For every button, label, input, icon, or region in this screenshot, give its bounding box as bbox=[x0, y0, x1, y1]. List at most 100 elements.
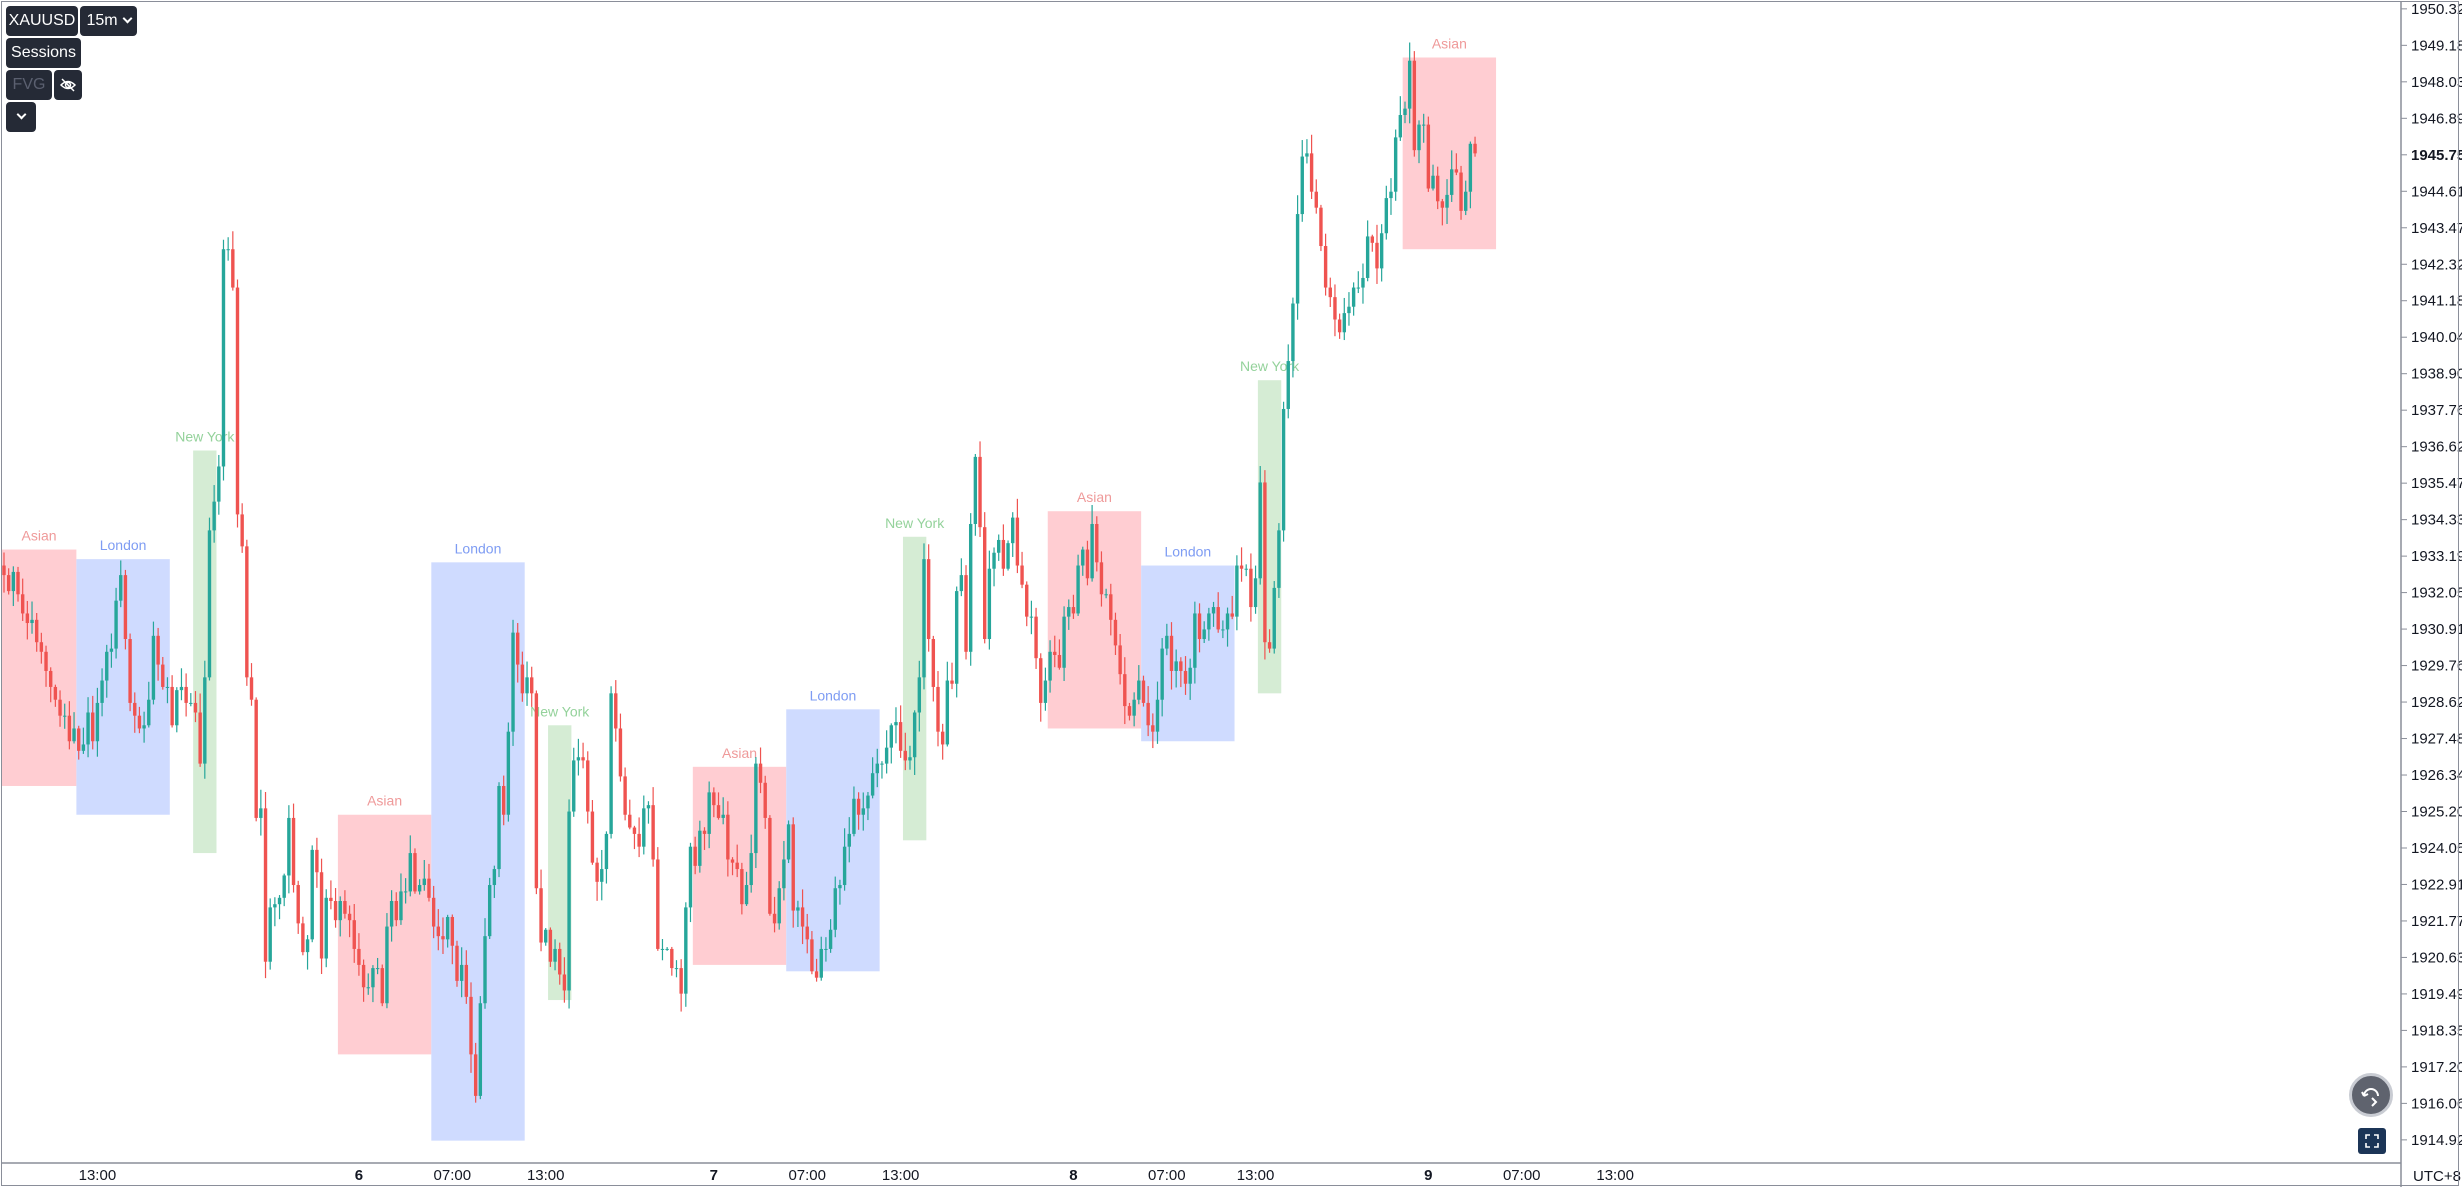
hide-indicator-button[interactable] bbox=[54, 70, 82, 100]
session-box-london bbox=[1141, 565, 1235, 742]
candle-body bbox=[534, 693, 539, 889]
candle bbox=[530, 666, 534, 707]
candle-body bbox=[964, 575, 968, 652]
price-tick-label: 1934.336 bbox=[2411, 512, 2462, 529]
price-tick-label: 1929.769 bbox=[2411, 658, 2462, 675]
candle-body bbox=[1067, 607, 1071, 617]
candle-body bbox=[1403, 108, 1407, 116]
candle-body bbox=[828, 929, 833, 949]
candle-body bbox=[1151, 725, 1155, 732]
timezone-label[interactable]: UTC+8 bbox=[2413, 1168, 2461, 1185]
candle bbox=[506, 722, 511, 822]
candle bbox=[954, 586, 959, 698]
candle bbox=[1067, 599, 1071, 630]
session-label: Asian bbox=[1077, 489, 1112, 505]
candle-body bbox=[1127, 706, 1132, 716]
candle bbox=[768, 815, 772, 916]
candle-body bbox=[842, 846, 847, 886]
fvg-button[interactable]: FVG bbox=[6, 70, 52, 100]
candle bbox=[1146, 686, 1150, 737]
candle bbox=[207, 517, 212, 681]
candle-body bbox=[628, 814, 632, 828]
price-tick-label: 1941.188 bbox=[2411, 293, 2462, 310]
candle-body bbox=[44, 651, 48, 671]
candle-body bbox=[1300, 156, 1304, 215]
fullscreen-button[interactable] bbox=[2358, 1128, 2386, 1154]
candle-body bbox=[1417, 124, 1421, 151]
candle-body bbox=[226, 249, 230, 251]
time-axis[interactable]: 13:00 6 07:00 13:00 7 07:00 13:00 8 07:00 13:00 9 0… bbox=[79, 1167, 1634, 1184]
candle bbox=[800, 889, 805, 945]
candle bbox=[520, 651, 525, 702]
candle-body bbox=[698, 830, 702, 866]
expand-toolbar-button[interactable] bbox=[6, 102, 36, 132]
interval-button[interactable]: 15m bbox=[80, 6, 137, 36]
candle-body bbox=[235, 287, 240, 515]
candle bbox=[459, 947, 464, 998]
candle bbox=[427, 863, 431, 902]
candle bbox=[562, 957, 567, 1003]
candle-body bbox=[651, 805, 655, 860]
candle bbox=[133, 692, 137, 733]
candle-body bbox=[1081, 549, 1085, 566]
session-box-london bbox=[76, 559, 170, 815]
candle bbox=[1459, 165, 1463, 220]
candle bbox=[1062, 606, 1066, 681]
candle bbox=[263, 791, 268, 979]
candle bbox=[758, 747, 763, 794]
price-tick-label: 1922.918 bbox=[2411, 876, 2462, 893]
candle-body bbox=[1464, 191, 1468, 211]
candle bbox=[49, 667, 53, 703]
candle-body bbox=[277, 897, 282, 905]
candle bbox=[1314, 179, 1318, 214]
candle bbox=[203, 660, 207, 779]
symbol-button[interactable]: XAUUSD bbox=[6, 6, 78, 36]
candle bbox=[1323, 233, 1328, 296]
candle bbox=[1426, 116, 1431, 192]
candle-body bbox=[1141, 680, 1146, 703]
candle bbox=[394, 892, 398, 927]
candle-body bbox=[16, 571, 20, 595]
candle-body bbox=[1473, 143, 1477, 154]
candle bbox=[165, 677, 170, 704]
replay-button[interactable] bbox=[2349, 1073, 2393, 1117]
candle bbox=[63, 703, 67, 729]
candle bbox=[296, 880, 300, 934]
price-tick-label: 1938.904 bbox=[2411, 366, 2462, 383]
candle-body bbox=[459, 964, 464, 981]
candle bbox=[1398, 96, 1403, 141]
price-tick-label: 1920.634 bbox=[2411, 949, 2462, 966]
candle-body bbox=[1099, 562, 1104, 595]
candle bbox=[1025, 581, 1029, 627]
candle bbox=[305, 935, 310, 970]
candle-body bbox=[693, 846, 697, 866]
candle-body bbox=[660, 948, 665, 950]
candle bbox=[114, 587, 118, 659]
candle-body bbox=[422, 878, 426, 886]
sessions-button[interactable]: Sessions bbox=[6, 38, 81, 68]
eye-off-icon bbox=[59, 78, 77, 92]
candle-body bbox=[623, 776, 627, 815]
candle bbox=[347, 905, 352, 938]
candle-body bbox=[847, 833, 851, 847]
price-axis[interactable]: 1914.924 1916.066 1917.208 1918.350 1919.492… bbox=[2401, 1, 2462, 1149]
candle-body bbox=[156, 635, 160, 665]
candle bbox=[646, 801, 651, 824]
candle bbox=[880, 761, 884, 779]
candle bbox=[1473, 136, 1477, 157]
price-tick-label: 1950.323 bbox=[2411, 1, 2462, 18]
candle bbox=[273, 897, 277, 927]
candle-body bbox=[338, 901, 342, 921]
candle bbox=[1155, 681, 1160, 744]
candle bbox=[53, 684, 58, 707]
candle bbox=[1417, 120, 1421, 164]
candle bbox=[324, 889, 328, 968]
candle-body bbox=[656, 859, 660, 949]
candle-body bbox=[487, 885, 492, 937]
candle bbox=[1020, 551, 1024, 589]
candle bbox=[628, 799, 632, 830]
candle-body bbox=[1454, 169, 1459, 173]
candle-body bbox=[34, 619, 39, 643]
